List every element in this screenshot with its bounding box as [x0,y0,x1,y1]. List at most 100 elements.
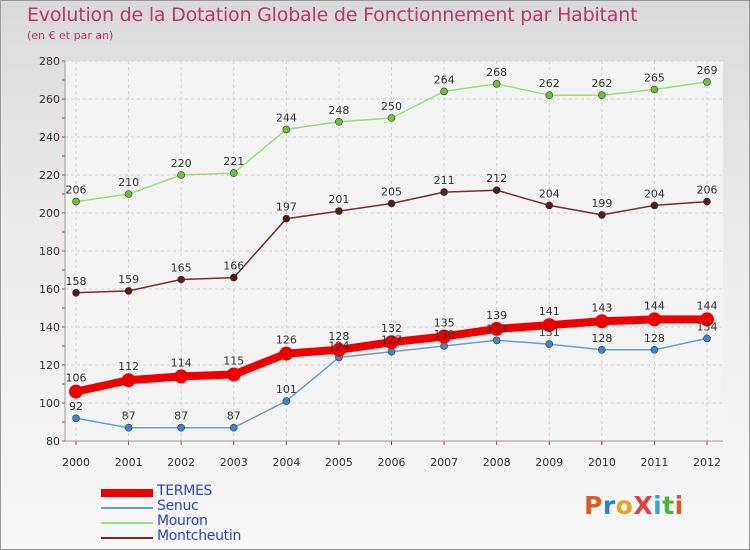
data-point [282,125,291,134]
data-label: 159 [118,273,139,286]
data-label: 265 [644,72,665,85]
data-point [650,85,659,94]
data-point [440,87,448,96]
data-label: 165 [171,262,192,275]
data-label: 114 [171,356,192,369]
series-layer [69,78,714,432]
data-label: 139 [486,309,507,322]
data-point [647,312,662,327]
data-point [124,423,133,432]
logo-letter: X [633,491,654,520]
legend-label: Montcheutin [157,528,242,544]
logo-letter: o [615,491,634,520]
chart-subtitle: (en € et par an) [27,29,114,42]
data-label: 92 [69,400,83,413]
data-label: 115 [223,355,244,368]
logo-letter: r [602,491,616,520]
y-tick-label: 120 [39,359,60,372]
logo-letter: i [674,491,684,520]
data-label: 269 [697,64,718,77]
data-point [279,346,294,361]
data-labels: 206 210 220 221 244 248 250 264 268 262 262 265 269 1… [66,64,718,423]
data-label: 197 [276,201,297,214]
data-label: 211 [434,174,455,187]
data-label: 101 [276,383,297,396]
data-point [177,423,185,432]
data-label: 128 [591,332,612,345]
legend-swatch [101,537,153,539]
data-point [174,369,189,384]
y-tick-label: 200 [39,207,60,220]
data-label: 205 [381,186,402,199]
data-label: 133 [486,322,507,335]
x-tick-label: 2002 [167,456,195,469]
proxiti-logo: ProXiti [584,491,684,520]
data-label: 126 [276,334,297,347]
data-label: 264 [434,73,455,86]
data-label: 124 [328,339,349,352]
data-label: 268 [486,66,507,79]
data-point [121,373,136,388]
data-label: 87 [227,410,241,423]
chart-title: Evolution de la Dotation Globale de Fonc… [27,4,638,26]
data-point [177,275,185,284]
x-tick-label: 2003 [220,456,248,469]
data-label: 262 [539,77,560,90]
x-tick-label: 2011 [640,456,668,469]
x-tick-label: 2010 [588,456,616,469]
data-label: 135 [434,317,455,330]
logo-letter: P [584,491,603,520]
data-label: 248 [328,104,349,117]
data-point [545,201,554,210]
x-tick-label: 2005 [325,456,353,469]
data-point [650,201,659,210]
data-label: 132 [381,322,402,335]
data-label: 201 [328,193,349,206]
y-tick-label: 160 [39,283,60,296]
y-tick-label: 140 [39,321,60,334]
data-label: 112 [118,360,139,373]
x-tick-label: 2008 [483,456,511,469]
data-label: 221 [223,155,244,168]
x-tick-label: 2000 [62,456,90,469]
data-point [700,312,714,327]
data-label: 212 [486,172,507,185]
data-point [229,423,238,432]
y-tick-label: 240 [39,131,60,144]
data-label: 204 [644,187,665,200]
data-point [492,336,501,345]
data-label: 87 [174,410,188,423]
data-point [387,347,396,356]
axes: 80 100 120 140 160 180 200 220 240 260 280 2000 2001… [39,55,723,469]
data-label: 250 [381,100,402,113]
data-point [282,214,291,223]
data-point [69,384,83,399]
data-point [177,171,185,179]
data-point [335,207,343,215]
data-point [492,186,501,194]
data-label: 204 [539,187,560,200]
y-tick-label: 260 [39,93,60,106]
data-point [72,197,80,206]
data-label: 128 [644,332,665,345]
data-label: 143 [591,301,612,314]
data-point [594,314,609,329]
data-label: 220 [171,157,192,170]
y-tick-label: 220 [39,169,60,182]
x-tick-label: 2007 [430,456,458,469]
data-point [282,397,291,405]
data-label: 128 [328,330,349,343]
data-point [387,199,396,208]
data-point [229,169,238,177]
legend-label: Mouron [157,513,208,529]
data-point [542,318,557,333]
x-tick-label: 2006 [378,456,406,469]
data-point [489,321,504,336]
legend-label: TERMES [157,483,213,499]
legend-swatch [101,522,153,524]
legend-swatch [101,489,153,497]
data-label: 106 [66,372,87,385]
legend-swatch [101,507,153,509]
